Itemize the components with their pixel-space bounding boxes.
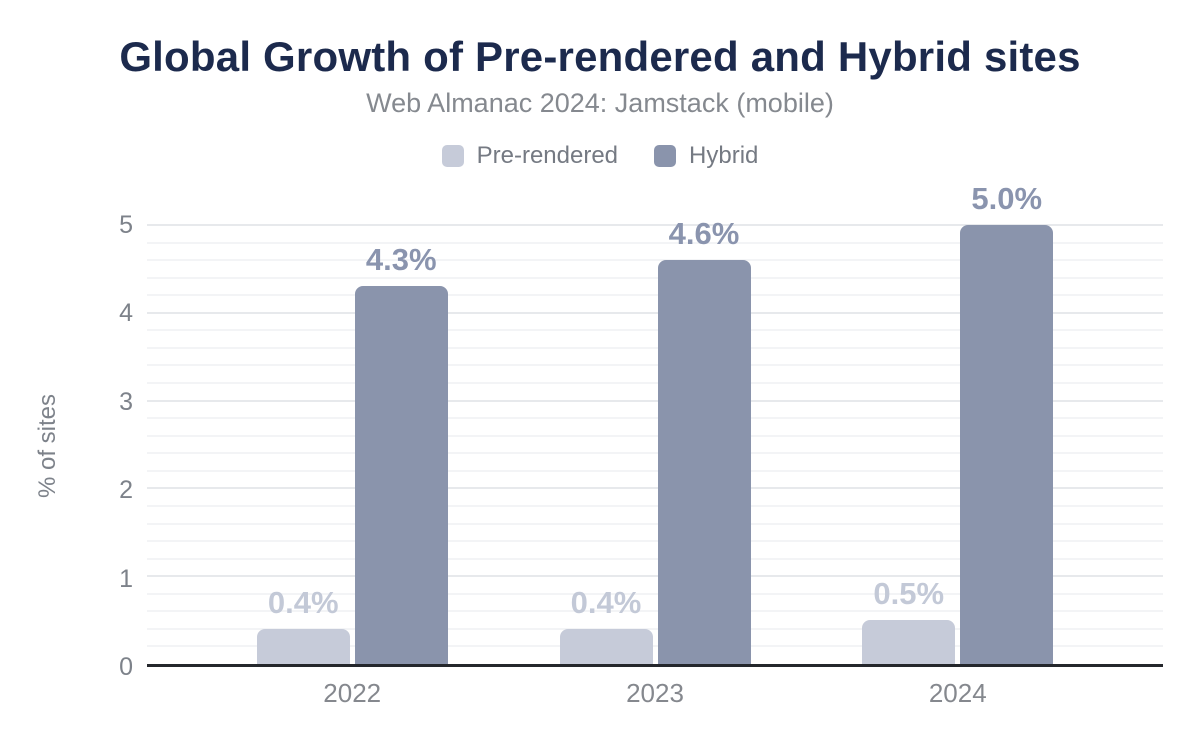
major-gridline	[147, 311, 1163, 314]
minor-gridline	[147, 417, 1163, 420]
bar-slot-pre-rendered-2024: 0.5%	[862, 225, 956, 664]
bar-slot-pre-rendered-2023: 0.4%	[559, 225, 653, 664]
y-tick-label-5: 5	[119, 211, 133, 239]
x-axis-ticks: 2022 2023 2024	[147, 678, 1163, 710]
minor-gridline	[147, 540, 1163, 543]
bar-hybrid-2024	[960, 225, 1054, 664]
bar-group-2024: 0.5% 5.0%	[862, 181, 1054, 664]
minor-gridline	[147, 522, 1163, 525]
legend-item-hybrid: Hybrid	[654, 142, 758, 170]
chart-subtitle: Web Almanac 2024: Jamstack (mobile)	[366, 88, 834, 118]
bar-slot-hybrid-2023: 4.6%	[657, 216, 751, 664]
y-axis-ticks: 0 1 2 3 4 5	[0, 211, 133, 681]
y-tick-label-1: 1	[119, 564, 133, 593]
value-label-pre-rendered-2024: 0.5%	[873, 576, 945, 612]
chart-title: Global Growth of Pre-rendered and Hybrid…	[119, 33, 1081, 80]
legend-label-pre-rendered: Pre-rendered	[476, 142, 619, 169]
value-label-pre-rendered-2023: 0.4%	[570, 584, 642, 620]
bar-group-2022: 0.4% 4.3%	[256, 225, 448, 664]
major-gridline	[147, 399, 1163, 402]
minor-gridline	[147, 329, 1163, 332]
bar-slot-pre-rendered-2022: 0.4%	[256, 225, 350, 664]
minor-gridline	[147, 610, 1163, 613]
minor-gridline	[147, 241, 1163, 244]
major-gridline	[147, 487, 1163, 490]
bar-group-2023: 0.4% 4.6%	[559, 216, 751, 664]
major-gridline	[147, 224, 1163, 226]
minor-gridline	[147, 627, 1163, 630]
minor-gridline	[147, 434, 1163, 437]
value-label-pre-rendered-2022: 0.4%	[267, 584, 339, 620]
bar-slot-hybrid-2024: 5.0%	[960, 181, 1054, 664]
minor-gridline	[147, 346, 1163, 349]
minor-gridline	[147, 294, 1163, 297]
minor-gridline	[147, 364, 1163, 367]
y-tick-label-3: 3	[119, 387, 133, 416]
y-tick-label-2: 2	[119, 476, 133, 505]
minor-gridline	[147, 469, 1163, 472]
minor-gridline	[147, 504, 1163, 507]
legend-swatch-hybrid-icon	[654, 145, 677, 167]
value-label-hybrid-2024: 5.0%	[971, 181, 1043, 216]
minor-gridline	[147, 557, 1163, 560]
bar-pre-rendered-2024	[862, 620, 956, 664]
bar-pre-rendered-2023	[559, 628, 653, 664]
legend: Pre-rendered Hybrid	[0, 142, 1200, 170]
bar-hybrid-2023	[657, 260, 751, 664]
legend-label-hybrid: Hybrid	[689, 142, 759, 169]
minor-gridline	[147, 259, 1163, 262]
x-tick-label-2023: 2023	[626, 678, 684, 708]
minor-gridline	[147, 276, 1163, 279]
y-tick-label-0: 0	[119, 653, 133, 681]
plot-area: 0.4% 4.3% 0.4% 4.6% 0.5% 5.0%	[147, 181, 1163, 667]
value-label-hybrid-2023: 4.6%	[668, 216, 740, 252]
minor-gridline	[147, 452, 1163, 455]
minor-gridline	[147, 592, 1163, 595]
value-label-hybrid-2022: 4.3%	[365, 242, 437, 278]
bar-slot-hybrid-2022: 4.3%	[354, 225, 448, 664]
legend-swatch-pre-rendered-icon	[441, 145, 464, 167]
x-tick-label-2024: 2024	[928, 678, 987, 708]
major-gridline	[147, 575, 1163, 578]
bar-pre-rendered-2022	[256, 628, 350, 664]
minor-gridline	[147, 382, 1163, 385]
bar-hybrid-2022	[354, 286, 448, 664]
legend-item-pre-rendered: Pre-rendered	[441, 142, 619, 170]
y-tick-label-4: 4	[119, 299, 133, 328]
minor-gridline	[147, 645, 1163, 648]
x-tick-label-2022: 2022	[323, 678, 382, 708]
